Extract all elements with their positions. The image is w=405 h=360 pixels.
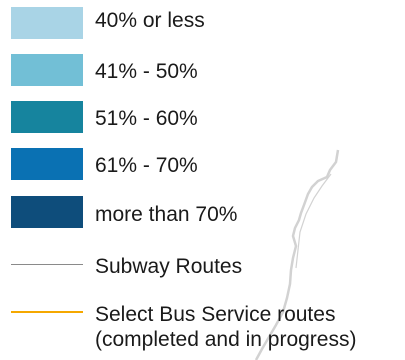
legend-label-select-bus-service-line2: (completed and in progress) — [95, 328, 357, 351]
legend-swatch-40-or-less — [11, 7, 83, 39]
coastline-path-inner — [295, 173, 332, 269]
legend-swatch-51-60 — [11, 101, 83, 133]
legend-label-subway-routes: Subway Routes — [95, 255, 243, 278]
legend-line-select-bus-service — [11, 311, 83, 313]
legend-label-51-60: 51% - 60% — [95, 107, 198, 130]
coastline-path — [254, 149, 340, 360]
legend-label-40-or-less: 40% or less — [95, 9, 205, 32]
legend-label-41-50: 41% - 50% — [95, 60, 198, 83]
legend-label-61-70: 61% - 70% — [95, 154, 198, 177]
legend-swatch-more-than-70 — [11, 196, 83, 228]
legend-label-more-than-70: more than 70% — [95, 203, 238, 226]
legend-swatch-61-70 — [11, 148, 83, 180]
legend-label-select-bus-service: Select Bus Service routes — [95, 303, 336, 326]
legend-swatch-41-50 — [11, 54, 83, 86]
legend-line-subway-routes — [11, 264, 83, 265]
